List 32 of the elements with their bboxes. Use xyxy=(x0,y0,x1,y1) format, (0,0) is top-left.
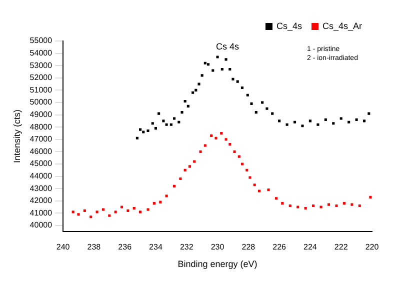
y-tick-label: 51000 xyxy=(30,85,53,94)
x-tick-label: 232 xyxy=(180,242,194,252)
x-tick-label: 224 xyxy=(304,242,318,252)
y-tick-label: 45000 xyxy=(30,159,53,168)
y-tick-label: 42000 xyxy=(30,196,53,206)
y-tick-label: 55000 xyxy=(30,36,53,46)
x-tick-label: 226 xyxy=(272,242,287,252)
y-tick-label: 46000 xyxy=(30,146,53,156)
y-tick-label: 54000 xyxy=(30,48,53,58)
x-axis-title: Binding energy (eV) xyxy=(178,259,258,270)
y-axis-title: Intensity (cts) xyxy=(12,110,22,164)
y-tick-label: 52000 xyxy=(30,73,53,82)
x-tick-label: 234 xyxy=(149,242,163,252)
x-tick-label: 238 xyxy=(87,242,102,252)
y-tick-label: 47000 xyxy=(30,134,53,144)
y-tick-label: 40000 xyxy=(30,220,53,230)
x-tick-label: 228 xyxy=(242,242,256,252)
y-tick-label: 43000 xyxy=(30,184,53,193)
x-tick-label: 230 xyxy=(210,242,225,252)
x-tick-label: 240 xyxy=(56,242,70,252)
y-tick-label: 44000 xyxy=(30,171,53,180)
x-tick-label: 220 xyxy=(365,242,380,252)
y-tick-label: 48000 xyxy=(30,122,53,132)
y-tick-label: 41000 xyxy=(30,208,53,218)
y-tick-label: 53000 xyxy=(30,60,53,70)
y-tick-label: 49000 xyxy=(30,110,53,119)
legend-label: Cs_4s_Ar xyxy=(322,20,362,31)
chart-title: Cs 4s xyxy=(216,41,240,52)
y-tick-label: 50000 xyxy=(30,98,53,107)
legend-label: Cs_4s xyxy=(276,20,302,31)
x-tick-label: 222 xyxy=(334,242,348,252)
x-tick-label: 236 xyxy=(118,242,132,252)
